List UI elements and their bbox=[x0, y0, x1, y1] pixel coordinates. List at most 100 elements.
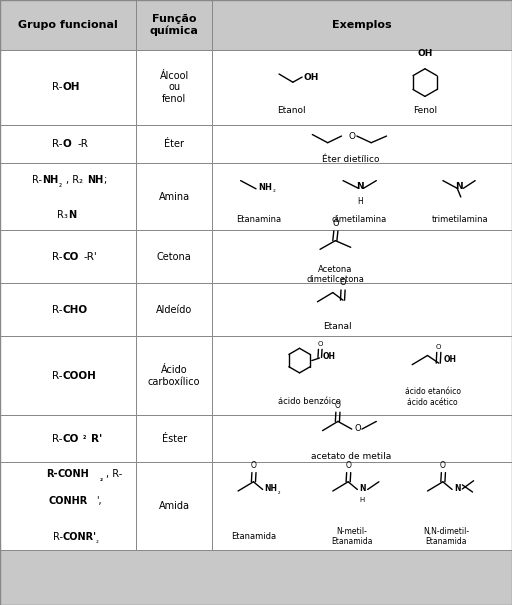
Bar bbox=[0, 415, 136, 462]
Text: O: O bbox=[348, 131, 355, 140]
Bar bbox=[212, 283, 512, 336]
Text: OH: OH bbox=[323, 352, 336, 361]
Text: Álcool
ou
fenol: Álcool ou fenol bbox=[159, 71, 189, 104]
Text: O: O bbox=[440, 462, 446, 471]
Text: ₂: ₂ bbox=[99, 476, 103, 482]
Text: N: N bbox=[456, 182, 463, 191]
Text: ₂: ₂ bbox=[82, 432, 86, 440]
Bar bbox=[136, 283, 212, 336]
Text: , R₂: , R₂ bbox=[66, 175, 83, 185]
Bar bbox=[0, 462, 136, 550]
Text: Amina: Amina bbox=[159, 192, 189, 201]
Text: Etanal: Etanal bbox=[324, 322, 352, 331]
Text: N: N bbox=[356, 182, 364, 191]
Text: ácido benzóico: ácido benzóico bbox=[279, 397, 341, 405]
Text: , R-: , R- bbox=[106, 469, 122, 479]
Bar bbox=[136, 462, 212, 550]
Text: Amida: Amida bbox=[159, 501, 189, 511]
Text: Etanol: Etanol bbox=[278, 106, 306, 115]
Text: OH: OH bbox=[417, 49, 433, 58]
Text: Etanamina: Etanamina bbox=[236, 215, 281, 224]
Bar bbox=[0, 230, 136, 283]
Text: Acetona
dimetilcetona: Acetona dimetilcetona bbox=[306, 265, 365, 284]
Text: OH: OH bbox=[63, 82, 80, 93]
Bar bbox=[136, 163, 212, 230]
Text: Ácido
carboxílico: Ácido carboxílico bbox=[148, 365, 200, 387]
Text: -R: -R bbox=[77, 139, 88, 149]
Text: O: O bbox=[317, 341, 323, 347]
Text: R-: R- bbox=[52, 252, 63, 261]
Text: R': R' bbox=[91, 434, 102, 443]
Text: ₂: ₂ bbox=[273, 188, 276, 194]
Bar bbox=[212, 230, 512, 283]
Text: ',: ', bbox=[96, 496, 101, 506]
Text: O: O bbox=[334, 401, 340, 410]
Bar bbox=[212, 163, 512, 230]
Text: NH: NH bbox=[87, 175, 103, 185]
Bar bbox=[212, 462, 512, 550]
Text: R-: R- bbox=[52, 371, 63, 381]
Text: O: O bbox=[345, 462, 351, 471]
Text: R-: R- bbox=[52, 139, 63, 149]
Text: Fenol: Fenol bbox=[413, 106, 437, 115]
Bar bbox=[136, 230, 212, 283]
Text: R-: R- bbox=[32, 175, 42, 185]
Text: Cetona: Cetona bbox=[157, 252, 191, 261]
Bar bbox=[0, 125, 136, 163]
Text: Éter: Éter bbox=[164, 139, 184, 149]
Text: CONHR: CONHR bbox=[48, 496, 88, 506]
Text: N: N bbox=[454, 484, 461, 493]
Bar bbox=[212, 336, 512, 415]
Text: N,N-dimetil-
Etanamida: N,N-dimetil- Etanamida bbox=[423, 526, 470, 546]
Text: R-: R- bbox=[53, 532, 63, 541]
Bar bbox=[212, 125, 512, 163]
Text: N: N bbox=[359, 484, 366, 493]
Text: CONH: CONH bbox=[57, 469, 90, 479]
Bar bbox=[0, 336, 136, 415]
Text: OH: OH bbox=[304, 73, 319, 82]
Bar bbox=[136, 50, 212, 125]
Text: Grupo funcional: Grupo funcional bbox=[18, 20, 118, 30]
Bar bbox=[136, 0, 212, 50]
Text: ₂: ₂ bbox=[96, 538, 99, 544]
Text: acetato de metila: acetato de metila bbox=[311, 453, 391, 461]
Bar bbox=[0, 0, 136, 50]
Bar bbox=[0, 163, 136, 230]
Text: H: H bbox=[359, 497, 365, 503]
Text: O: O bbox=[436, 344, 441, 350]
Text: R-: R- bbox=[52, 305, 63, 315]
Text: ₂: ₂ bbox=[278, 489, 280, 495]
Text: -R': -R' bbox=[83, 252, 97, 261]
Bar bbox=[212, 50, 512, 125]
Text: R-: R- bbox=[46, 469, 57, 479]
Text: Função
química: Função química bbox=[150, 14, 199, 36]
Text: Éster: Éster bbox=[161, 434, 187, 443]
Bar bbox=[0, 283, 136, 336]
Text: OH: OH bbox=[444, 355, 457, 364]
Text: O: O bbox=[340, 278, 346, 287]
Bar bbox=[136, 125, 212, 163]
Text: dimetilamina: dimetilamina bbox=[332, 215, 387, 224]
Text: CONR': CONR' bbox=[63, 532, 97, 541]
Bar bbox=[0, 50, 136, 125]
Bar bbox=[136, 415, 212, 462]
Text: CO: CO bbox=[63, 434, 79, 443]
Text: Aldeído: Aldeído bbox=[156, 305, 192, 315]
Text: O: O bbox=[355, 424, 361, 433]
Text: CHO: CHO bbox=[63, 305, 88, 315]
Text: O: O bbox=[332, 219, 338, 228]
Text: O: O bbox=[63, 139, 72, 149]
Text: CO: CO bbox=[63, 252, 79, 261]
Text: Éter dietílico: Éter dietílico bbox=[322, 155, 379, 164]
Text: ₂: ₂ bbox=[58, 180, 62, 189]
Text: Etanamida: Etanamida bbox=[231, 532, 276, 541]
Text: COOH: COOH bbox=[63, 371, 97, 381]
Bar bbox=[136, 336, 212, 415]
Text: R-: R- bbox=[52, 82, 63, 93]
Text: N-metil-
Etanamida: N-metil- Etanamida bbox=[331, 526, 373, 546]
Bar bbox=[212, 0, 512, 50]
Text: R-: R- bbox=[52, 434, 63, 443]
Text: R₃: R₃ bbox=[57, 210, 68, 220]
Bar bbox=[212, 415, 512, 462]
Text: NH: NH bbox=[42, 175, 58, 185]
